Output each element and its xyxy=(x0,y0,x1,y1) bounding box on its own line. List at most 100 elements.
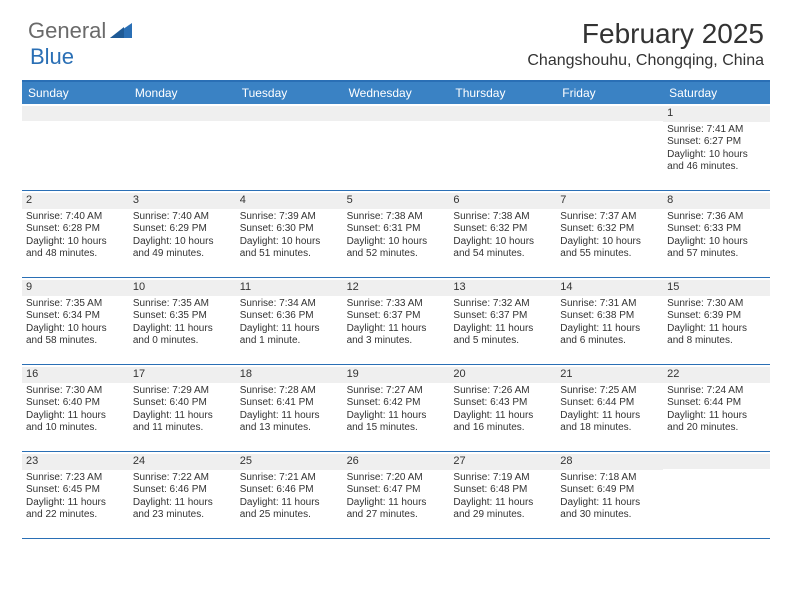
sunrise-line: Sunrise: 7:35 AM xyxy=(133,298,232,311)
day-number: 11 xyxy=(236,280,343,296)
daylight-line: Daylight: 11 hours and 30 minutes. xyxy=(560,497,659,522)
sunset-line: Sunset: 6:32 PM xyxy=(560,223,659,236)
day-number: 17 xyxy=(129,367,236,383)
daylight-line: Daylight: 10 hours and 57 minutes. xyxy=(667,236,766,261)
day-cell: 2Sunrise: 7:40 AMSunset: 6:28 PMDaylight… xyxy=(22,191,129,277)
sunrise-line: Sunrise: 7:27 AM xyxy=(347,385,446,398)
logo-triangle-icon xyxy=(110,21,132,39)
week-row: 1Sunrise: 7:41 AMSunset: 6:27 PMDaylight… xyxy=(22,104,770,191)
day-cell: 10Sunrise: 7:35 AMSunset: 6:35 PMDayligh… xyxy=(129,278,236,364)
day-number: 26 xyxy=(343,454,450,470)
logo-text-2: Blue xyxy=(30,44,74,70)
sunrise-line: Sunrise: 7:22 AM xyxy=(133,472,232,485)
day-cell: 1Sunrise: 7:41 AMSunset: 6:27 PMDaylight… xyxy=(663,104,770,190)
day-number: 2 xyxy=(22,193,129,209)
day-cell xyxy=(236,104,343,190)
day-number: 12 xyxy=(343,280,450,296)
sunrise-line: Sunrise: 7:19 AM xyxy=(453,472,552,485)
dow-monday: Monday xyxy=(129,82,236,104)
daylight-line: Daylight: 11 hours and 18 minutes. xyxy=(560,410,659,435)
day-cell: 7Sunrise: 7:37 AMSunset: 6:32 PMDaylight… xyxy=(556,191,663,277)
daylight-line: Daylight: 11 hours and 1 minute. xyxy=(240,323,339,348)
day-cell: 4Sunrise: 7:39 AMSunset: 6:30 PMDaylight… xyxy=(236,191,343,277)
sunrise-line: Sunrise: 7:30 AM xyxy=(26,385,125,398)
sunset-line: Sunset: 6:44 PM xyxy=(560,397,659,410)
day-cell: 19Sunrise: 7:27 AMSunset: 6:42 PMDayligh… xyxy=(343,365,450,451)
day-cell: 3Sunrise: 7:40 AMSunset: 6:29 PMDaylight… xyxy=(129,191,236,277)
day-number: 4 xyxy=(236,193,343,209)
page-header: General February 2025 Changshouhu, Chong… xyxy=(0,0,792,70)
day-number: 7 xyxy=(556,193,663,209)
daylight-line: Daylight: 11 hours and 15 minutes. xyxy=(347,410,446,435)
sunrise-line: Sunrise: 7:30 AM xyxy=(667,298,766,311)
sunrise-line: Sunrise: 7:23 AM xyxy=(26,472,125,485)
daylight-line: Daylight: 11 hours and 29 minutes. xyxy=(453,497,552,522)
day-cell xyxy=(22,104,129,190)
sunrise-line: Sunrise: 7:18 AM xyxy=(560,472,659,485)
day-number xyxy=(343,106,450,121)
daylight-line: Daylight: 11 hours and 13 minutes. xyxy=(240,410,339,435)
title-block: February 2025 Changshouhu, Chongqing, Ch… xyxy=(527,18,764,70)
day-number: 24 xyxy=(129,454,236,470)
day-number xyxy=(22,106,129,121)
day-cell: 15Sunrise: 7:30 AMSunset: 6:39 PMDayligh… xyxy=(663,278,770,364)
day-number xyxy=(129,106,236,121)
sunset-line: Sunset: 6:38 PM xyxy=(560,310,659,323)
day-number: 1 xyxy=(663,106,770,122)
sunset-line: Sunset: 6:40 PM xyxy=(133,397,232,410)
sunrise-line: Sunrise: 7:28 AM xyxy=(240,385,339,398)
sunset-line: Sunset: 6:45 PM xyxy=(26,484,125,497)
sunset-line: Sunset: 6:48 PM xyxy=(453,484,552,497)
day-cell: 26Sunrise: 7:20 AMSunset: 6:47 PMDayligh… xyxy=(343,452,450,538)
day-cell: 5Sunrise: 7:38 AMSunset: 6:31 PMDaylight… xyxy=(343,191,450,277)
daylight-line: Daylight: 11 hours and 23 minutes. xyxy=(133,497,232,522)
sunset-line: Sunset: 6:35 PM xyxy=(133,310,232,323)
day-number: 8 xyxy=(663,193,770,209)
day-number: 25 xyxy=(236,454,343,470)
day-cell: 27 Sunrise: 7:19 AMSunset: 6:48 PMDayligh… xyxy=(449,452,556,538)
day-number xyxy=(556,106,663,121)
sunset-line: Sunset: 6:33 PM xyxy=(667,223,766,236)
day-number: 27 xyxy=(449,454,556,470)
day-number xyxy=(236,106,343,121)
day-number: 16 xyxy=(22,367,129,383)
daylight-line: Daylight: 10 hours and 52 minutes. xyxy=(347,236,446,261)
day-cell: 14Sunrise: 7:31 AMSunset: 6:38 PMDayligh… xyxy=(556,278,663,364)
week-row: 16Sunrise: 7:30 AMSunset: 6:40 PMDayligh… xyxy=(22,365,770,452)
sunrise-line: Sunrise: 7:21 AM xyxy=(240,472,339,485)
sunrise-line: Sunrise: 7:31 AM xyxy=(560,298,659,311)
daylight-line: Daylight: 11 hours and 22 minutes. xyxy=(26,497,125,522)
daylight-line: Daylight: 10 hours and 48 minutes. xyxy=(26,236,125,261)
calendar: Sunday Monday Tuesday Wednesday Thursday… xyxy=(22,80,770,539)
sunrise-line: Sunrise: 7:40 AM xyxy=(133,211,232,224)
day-cell: 11Sunrise: 7:34 AMSunset: 6:36 PMDayligh… xyxy=(236,278,343,364)
day-cell: 17Sunrise: 7:29 AMSunset: 6:40 PMDayligh… xyxy=(129,365,236,451)
dow-friday: Friday xyxy=(556,82,663,104)
day-cell xyxy=(663,452,770,538)
day-cell xyxy=(343,104,450,190)
day-cell xyxy=(129,104,236,190)
sunrise-line: Sunrise: 7:33 AM xyxy=(347,298,446,311)
sunrise-line: Sunrise: 7:41 AM xyxy=(667,124,766,137)
day-number: 10 xyxy=(129,280,236,296)
sunset-line: Sunset: 6:40 PM xyxy=(26,397,125,410)
sunset-line: Sunset: 6:47 PM xyxy=(347,484,446,497)
day-cell xyxy=(449,104,556,190)
day-cell: 21Sunrise: 7:25 AMSunset: 6:44 PMDayligh… xyxy=(556,365,663,451)
logo-text-1: General xyxy=(28,18,106,44)
daylight-line: Daylight: 11 hours and 20 minutes. xyxy=(667,410,766,435)
daylight-line: Daylight: 11 hours and 5 minutes. xyxy=(453,323,552,348)
sunset-line: Sunset: 6:30 PM xyxy=(240,223,339,236)
day-number: 3 xyxy=(129,193,236,209)
day-number: 14 xyxy=(556,280,663,296)
sunset-line: Sunset: 6:46 PM xyxy=(133,484,232,497)
day-cell: 13Sunrise: 7:32 AMSunset: 6:37 PMDayligh… xyxy=(449,278,556,364)
sunrise-line: Sunrise: 7:36 AM xyxy=(667,211,766,224)
day-number: 22 xyxy=(663,367,770,383)
day-cell: 20Sunrise: 7:26 AMSunset: 6:43 PMDayligh… xyxy=(449,365,556,451)
day-number: 18 xyxy=(236,367,343,383)
daylight-line: Daylight: 11 hours and 8 minutes. xyxy=(667,323,766,348)
sunrise-line: Sunrise: 7:38 AM xyxy=(453,211,552,224)
daylight-line: Daylight: 11 hours and 25 minutes. xyxy=(240,497,339,522)
day-number: 9 xyxy=(22,280,129,296)
